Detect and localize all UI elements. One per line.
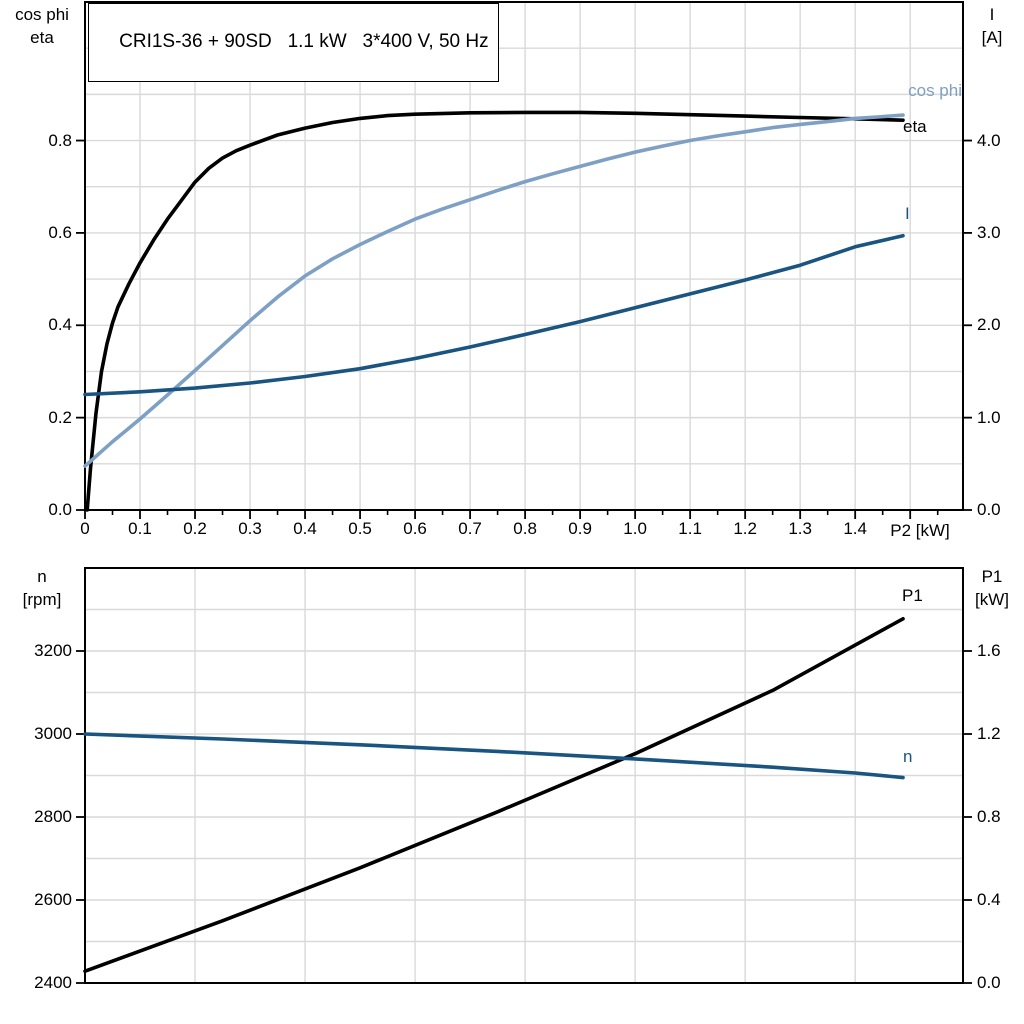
chart-title: CRI1S-36 + 90SD 1.1 kW 3*400 V, 50 Hz [119,31,489,52]
left-y-tick-label: 0.6 [48,222,72,242]
curve-eta [85,110,905,512]
curve-i [83,233,905,397]
x-tick-label: 0 [80,519,90,538]
x-tick-label: 0.5 [348,519,372,538]
x-tick-label: 1.2 [733,519,757,538]
right-y-tick-label: 0.0 [977,500,1001,519]
x-tick-label: 1.3 [788,519,812,538]
left-y-tick-label: 0.8 [48,130,72,150]
right-y-tick-label: 4.0 [977,130,1001,150]
x-tick-label: 1.0 [623,519,647,538]
x-tick-label: 0.2 [183,519,207,538]
x-tick-label: 0.6 [403,519,427,538]
x-tick-label: 0.1 [128,519,152,538]
right-y-tick-label: 0.0 [977,973,1001,992]
axis-title-cos-phi: cos phi [15,5,69,24]
right-y-tick-label: 2.0 [977,315,1001,335]
right-y-tick-label: 0.8 [977,807,1001,826]
right-y-tick-label: 1.0 [977,407,1001,427]
axis-title-current: I [989,5,995,24]
top-right-axis-title: I [A] [964,3,1020,49]
right-y-tick-label: 0.4 [977,890,1001,909]
curve-label-eta: eta [903,117,927,136]
curve-label-p1: P1 [902,586,923,605]
curve-cos-phi [83,113,905,468]
curve-p1 [83,617,905,973]
left-y-tick-label: 0.2 [48,407,72,427]
curve-n [83,732,905,780]
axis-title-eta: eta [30,28,54,47]
left-y-tick-label: 3000 [34,724,72,743]
chart-title-box: CRI1S-36 + 90SD 1.1 kW 3*400 V, 50 Hz [88,3,499,82]
axis-title-speed: n [37,567,47,586]
right-y-tick-label: 1.6 [977,641,1001,660]
x-tick-label: 0.4 [293,519,317,538]
curve-label-n: n [903,747,913,766]
x-tick-label: 0.7 [458,519,482,538]
bottom-right-axis-title: P1 [kW] [962,565,1022,611]
plot-frame [84,567,964,984]
x-tick-label: 0.9 [568,519,592,538]
plot-frame [84,1,964,511]
x-tick-label: 1.1 [678,519,702,538]
x-tick-label: 0.8 [513,519,537,538]
bottom-left-axis-title: n [rpm] [2,565,82,611]
right-y-tick-label: 1.2 [977,724,1001,743]
curve-label-current: I [905,204,910,223]
x-tick-label: 1.4 [843,519,867,538]
left-y-tick-label: 3200 [34,641,72,660]
left-y-tick-label: 2400 [34,973,72,992]
axis-title-p1-unit: [kW] [975,590,1009,609]
axis-title-current-unit: [A] [981,28,1003,47]
top-left-axis-title: cos phi eta [2,3,82,49]
right-y-tick-label: 3.0 [977,222,1001,242]
x-axis-unit-label: P2 [kW] [890,521,950,540]
curve-label-cos-phi: cos phi [908,81,962,100]
left-y-tick-label: 0.0 [48,500,72,519]
left-y-tick-label: 0.4 [48,315,72,335]
axis-title-p1: P1 [981,567,1003,586]
x-tick-label: 0.3 [238,519,262,538]
axis-title-speed-unit: [rpm] [22,590,62,609]
left-y-tick-label: 2600 [34,890,72,909]
left-y-tick-label: 2800 [34,807,72,826]
